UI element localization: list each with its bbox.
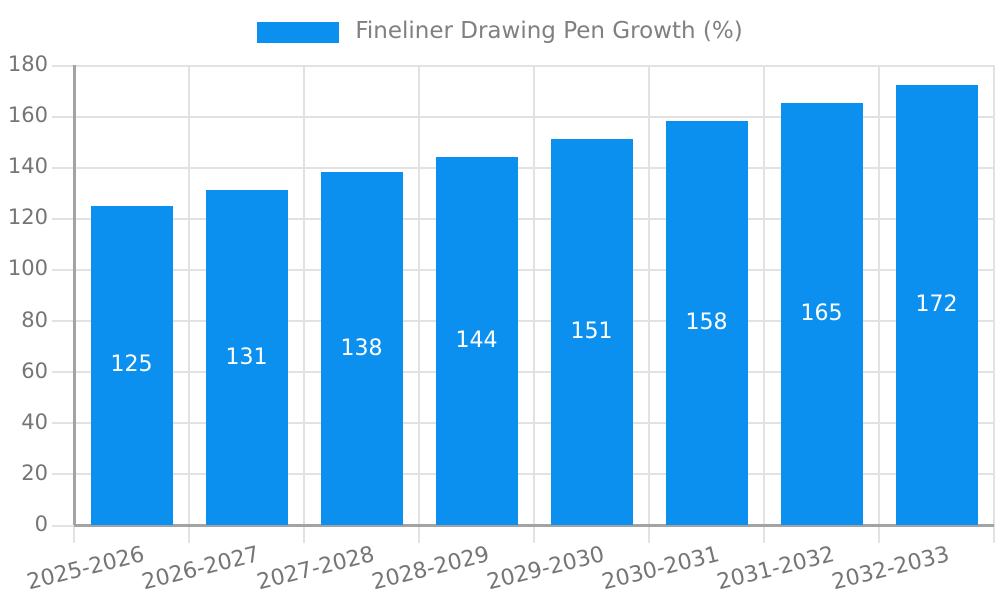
y-tick-label: 0 [34,512,48,536]
y-tick-label: 140 [7,154,48,179]
bar-2032-2033: 172 [895,85,978,525]
bar-value-label: 158 [685,310,728,336]
x-tick-label: 2032-2033 [829,542,952,596]
x-tick-label: 2027-2028 [254,542,377,596]
x-tick-label: 2028-2029 [369,542,492,596]
gridline-vertical [533,65,535,543]
gridline-horizontal [52,473,994,476]
y-tick-label: 180 [7,52,48,76]
gridline-horizontal [52,422,994,425]
gridline-vertical [648,65,650,543]
bar-2027-2028: 138 [320,172,403,525]
gridline-vertical [418,65,420,543]
gridline-horizontal [52,320,994,323]
gridline-horizontal [52,371,994,374]
y-tick-label: 60 [21,358,48,383]
gridline-horizontal [52,166,994,169]
y-tick-label: 40 [21,409,48,434]
bar-2030-2031: 158 [665,121,748,525]
gridline-vertical [993,65,995,543]
bar-value-label: 151 [570,319,613,345]
y-axis-line [72,65,76,525]
bar-2028-2029: 144 [435,157,518,525]
x-tick-label: 2025-2026 [24,542,147,596]
y-tick-mark [52,524,74,527]
bar-value-label: 144 [455,328,498,353]
legend-label: Fineliner Drawing Pen Growth (%) [355,18,743,45]
bar-value-label: 172 [915,292,958,318]
gridline-vertical [303,65,305,543]
bar-2031-2032: 165 [780,103,863,525]
gridline-horizontal [52,268,994,271]
gridline-vertical [878,65,880,543]
x-tick-label: 2026-2027 [139,542,262,596]
gridline-horizontal [52,115,994,118]
bar-value-label: 125 [110,352,153,378]
gridline-horizontal [52,64,994,67]
y-tick-label: 120 [7,205,48,230]
bar-value-label: 131 [225,344,268,370]
y-tick-label: 160 [7,103,48,128]
bar-2026-2027: 131 [205,190,288,525]
gridline-horizontal [52,217,994,220]
gridline-vertical [763,65,765,543]
legend: Fineliner Drawing Pen Growth (%) [0,14,1000,50]
bar-value-label: 138 [340,335,383,361]
gridline-vertical [188,65,190,543]
x-tick-label: 2031-2032 [714,542,837,596]
y-tick-label: 80 [21,307,48,332]
legend-item[interactable]: Fineliner Drawing Pen Growth (%) [257,18,743,46]
y-tick-label: 20 [21,460,48,485]
x-tick-mark [73,525,75,543]
x-axis-line [74,523,994,527]
bar-value-label: 165 [800,301,843,327]
x-tick-label: 2030-2031 [599,542,722,596]
legend-swatch-icon [257,21,340,43]
bar-2029-2030: 151 [550,139,633,525]
y-tick-label: 100 [7,256,48,281]
bar-2025-2026: 125 [90,205,173,525]
x-tick-label: 2029-2030 [484,542,607,596]
